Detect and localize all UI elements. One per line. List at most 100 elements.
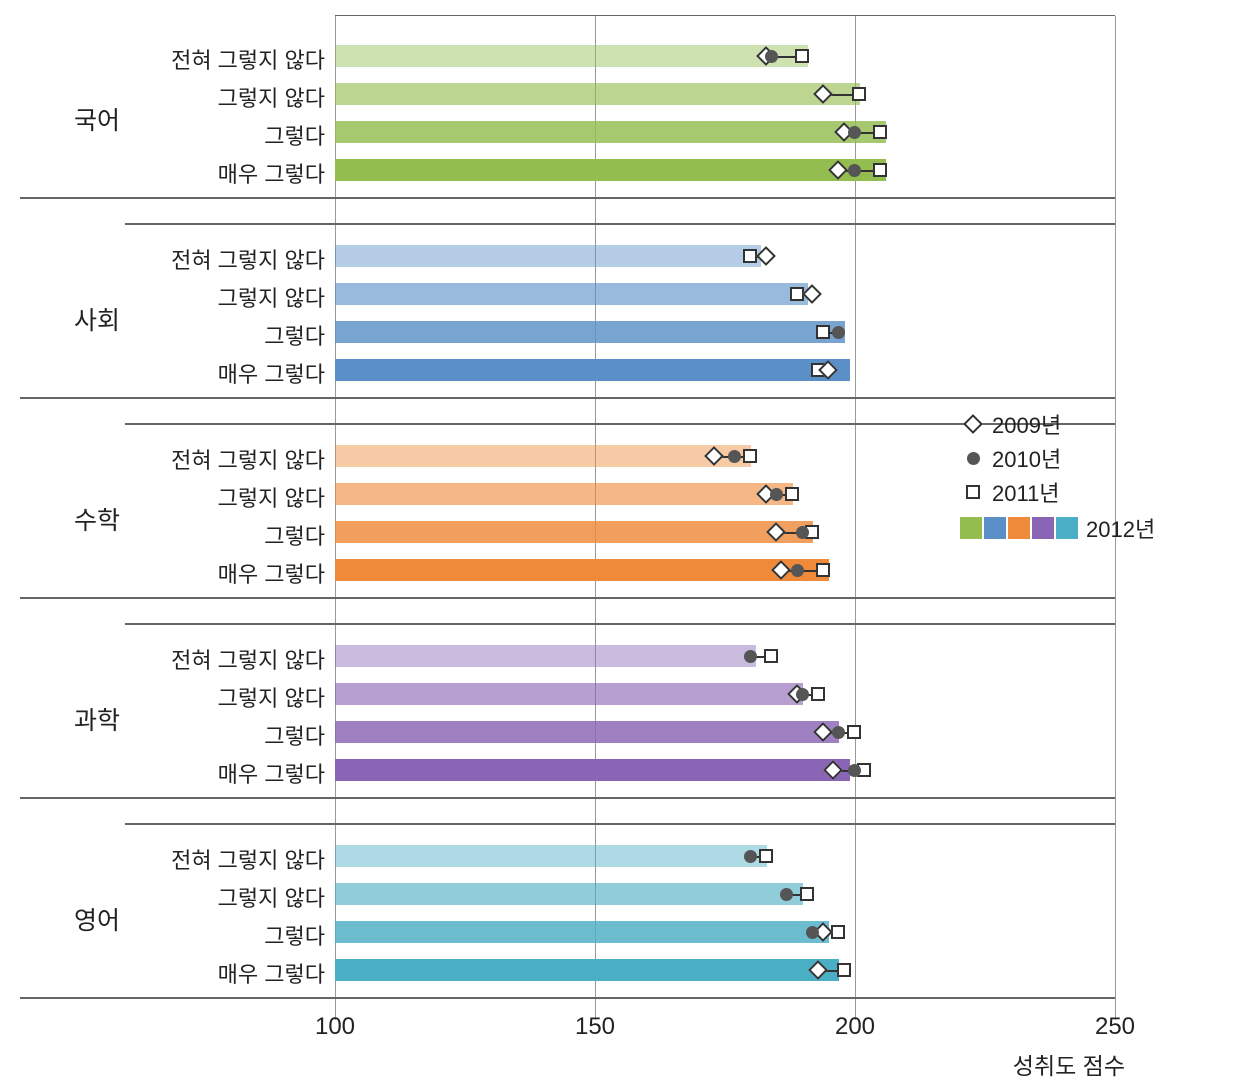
marker-2011 [764,649,778,663]
legend-square-icon [966,485,980,499]
marker-2010 [770,488,783,501]
bar-2012 [335,759,850,781]
bar-2012 [335,845,767,867]
legend-swatch [1032,517,1054,539]
group-divider-bottom [20,397,1115,399]
bar-2012 [335,683,803,705]
response-label: 매우 그렇다 [125,957,325,989]
group-divider-top [125,223,1115,225]
bar-2012 [335,721,839,743]
x-axis-title: 성취도 점수 [1013,1047,1125,1081]
legend-label: 2009년 [992,408,1061,440]
subject-label: 영어 [20,901,120,937]
marker-2011 [785,487,799,501]
response-label: 전혀 그렇지 않다 [125,443,325,475]
bar-2012 [335,359,850,381]
marker-2011 [873,163,887,177]
subject-label: 사회 [20,301,120,337]
response-label: 매우 그렇다 [125,157,325,189]
legend-label: 2010년 [992,442,1061,474]
legend-label: 2011년 [992,476,1060,508]
bar-2012 [335,45,808,67]
response-label: 매우 그렇다 [125,557,325,589]
legend-diamond-icon [963,414,983,434]
subject-group: 국어전혀 그렇지 않다그렇지 않다그렇다매우 그렇다 [0,15,1240,215]
chart-container: 국어전혀 그렇지 않다그렇지 않다그렇다매우 그렇다사회전혀 그렇지 않다그렇지… [0,15,1240,1085]
response-label: 그렇지 않다 [125,681,325,713]
legend-swatch [960,517,982,539]
marker-2011 [743,449,757,463]
marker-2011 [852,87,866,101]
response-label: 전혀 그렇지 않다 [125,843,325,875]
response-label: 그렇다 [125,119,325,151]
group-divider-bottom [20,997,1115,999]
marker-2010 [832,726,845,739]
legend: 2009년2010년2011년 2012년 [960,410,1155,544]
x-tick-label: 100 [315,1013,355,1041]
marker-2011 [800,887,814,901]
marker-2010 [848,164,861,177]
legend-swatch-row: 2012년 [960,512,1155,544]
group-divider-bottom [20,197,1115,199]
legend-item: 2010년 [960,444,1155,472]
subject-group: 영어전혀 그렇지 않다그렇지 않다그렇다매우 그렇다 [0,815,1240,1015]
legend-swatch [984,517,1006,539]
marker-2011 [816,563,830,577]
response-label: 그렇다 [125,719,325,751]
subject-label: 과학 [20,701,120,737]
bar-2012 [335,921,829,943]
marker-2011 [873,125,887,139]
marker-2011 [759,849,773,863]
legend-swatch-label: 2012년 [1086,512,1155,544]
marker-2011 [831,925,845,939]
response-label: 그렇지 않다 [125,81,325,113]
response-label: 그렇다 [125,519,325,551]
bar-2012 [335,121,886,143]
group-divider-top [125,623,1115,625]
x-tick-label: 150 [575,1013,615,1041]
group-divider-bottom [20,597,1115,599]
subject-label: 국어 [20,101,120,137]
response-label: 매우 그렇다 [125,757,325,789]
response-label: 그렇지 않다 [125,881,325,913]
marker-2010 [791,564,804,577]
subject-group: 사회전혀 그렇지 않다그렇지 않다그렇다매우 그렇다 [0,215,1240,415]
response-label: 전혀 그렇지 않다 [125,643,325,675]
group-divider-top [125,823,1115,825]
legend-item: 2009년 [960,410,1155,438]
response-label: 전혀 그렇지 않다 [125,243,325,275]
bar-2012 [335,283,808,305]
marker-2011 [816,325,830,339]
marker-2010 [848,764,861,777]
bar-2012 [335,559,829,581]
bar-2012 [335,445,751,467]
response-label: 전혀 그렇지 않다 [125,43,325,75]
bar-2012 [335,159,886,181]
legend-item: 2011년 [960,478,1155,506]
bar-2012 [335,883,803,905]
bar-2012 [335,959,839,981]
legend-swatch [1056,517,1078,539]
x-tick-label: 250 [1095,1013,1135,1041]
bar-2012 [335,245,761,267]
marker-2011 [837,963,851,977]
response-label: 그렇지 않다 [125,481,325,513]
bar-2012 [335,321,845,343]
marker-2011 [743,249,757,263]
group-divider-bottom [20,797,1115,799]
legend-swatch [1008,517,1030,539]
subject-group: 과학전혀 그렇지 않다그렇지 않다그렇다매우 그렇다 [0,615,1240,815]
bar-2012 [335,521,813,543]
marker-2011 [795,49,809,63]
x-tick-label: 200 [835,1013,875,1041]
response-label: 매우 그렇다 [125,357,325,389]
marker-2010 [765,50,778,63]
response-label: 그렇다 [125,319,325,351]
marker-2010 [796,688,809,701]
response-label: 그렇지 않다 [125,281,325,313]
subject-label: 수학 [20,501,120,537]
legend-circle-icon [967,452,980,465]
response-label: 그렇다 [125,919,325,951]
marker-2011 [811,687,825,701]
bar-2012 [335,83,860,105]
